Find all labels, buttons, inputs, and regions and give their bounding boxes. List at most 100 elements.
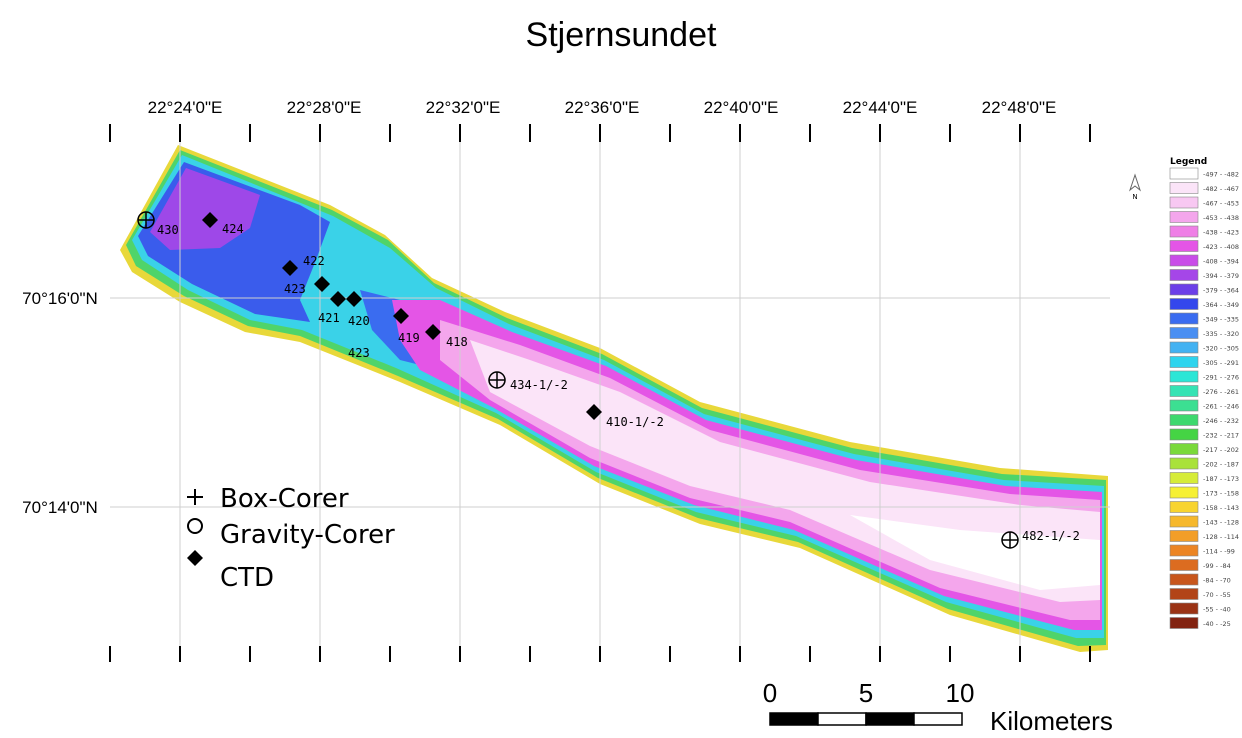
station-label: 410-1/-2 bbox=[606, 415, 664, 429]
legend-swatch bbox=[1170, 531, 1198, 542]
legend-label: -114 - -99 bbox=[1203, 548, 1235, 556]
legend-swatch bbox=[1170, 299, 1198, 310]
station-label: 419 bbox=[398, 331, 420, 345]
legend-label: -158 - -143 bbox=[1203, 504, 1239, 512]
symbol-legend: Box-CorerGravity-CorerCTD bbox=[187, 484, 395, 593]
legend-swatch bbox=[1170, 458, 1198, 469]
legend-label: -99 - -84 bbox=[1203, 562, 1231, 570]
legend-label: -335 - -320 bbox=[1203, 330, 1239, 338]
legend-label: -394 - -379 bbox=[1203, 272, 1239, 280]
legend-title: Legend bbox=[1170, 157, 1207, 167]
scale-segment bbox=[770, 713, 818, 725]
legend-swatch bbox=[1170, 226, 1198, 237]
scale-label: 10 bbox=[946, 678, 975, 708]
legend-swatch bbox=[1170, 400, 1198, 411]
station-label: 418 bbox=[446, 335, 468, 349]
legend-swatch bbox=[1170, 487, 1198, 498]
legend-label: -55 - -40 bbox=[1203, 606, 1231, 614]
longitude-labels: 22°24'0"E 22°28'0"E 22°32'0"E 22°36'0"E 22°4… bbox=[148, 98, 1057, 117]
station-label: 423 bbox=[284, 282, 306, 296]
station-label: 482-1/-2 bbox=[1022, 529, 1080, 543]
scale-bar: 0 5 10 Kilometers bbox=[763, 678, 1113, 736]
longitude-label: 22°48'0"E bbox=[982, 98, 1057, 117]
scale-unit: Kilometers bbox=[990, 706, 1113, 736]
symbol-legend-label: Gravity-Corer bbox=[220, 520, 395, 550]
latitude-label: 70°16'0"N bbox=[22, 289, 98, 308]
legend-swatch bbox=[1170, 415, 1198, 426]
station-label: 434-1/-2 bbox=[510, 378, 568, 392]
legend-swatch bbox=[1170, 183, 1198, 194]
scale-segment bbox=[866, 713, 914, 725]
legend-swatch bbox=[1170, 502, 1198, 513]
legend-swatch bbox=[1170, 589, 1198, 600]
legend-label: -482 - -467 bbox=[1203, 185, 1239, 193]
legend-label: -349 - -335 bbox=[1203, 316, 1239, 324]
legend-label: -497 - -482 bbox=[1203, 171, 1239, 179]
legend-label: -232 - -217 bbox=[1203, 432, 1239, 440]
legend-label: -438 - -423 bbox=[1203, 229, 1239, 237]
legend-label: -202 - -187 bbox=[1203, 461, 1239, 469]
legend-swatch bbox=[1170, 197, 1198, 208]
legend-label: -70 - -55 bbox=[1203, 591, 1231, 599]
symbol-legend-label: Box-Corer bbox=[220, 484, 349, 514]
legend-label: -276 - -261 bbox=[1203, 388, 1239, 396]
longitude-label: 22°40'0"E bbox=[704, 98, 779, 117]
longitude-label: 22°44'0"E bbox=[843, 98, 918, 117]
legend-label: -173 - -158 bbox=[1203, 490, 1239, 498]
latitude-labels: 70°16'0"N 70°14'0"N bbox=[22, 289, 98, 517]
station-label: 421 bbox=[318, 311, 340, 325]
legend-label: -143 - -128 bbox=[1203, 519, 1239, 527]
latitude-label: 70°14'0"N bbox=[22, 498, 98, 517]
gravity-corer-symbol bbox=[188, 519, 202, 533]
legend-swatch bbox=[1170, 342, 1198, 353]
legend-label: -291 - -276 bbox=[1203, 374, 1239, 382]
legend-swatch bbox=[1170, 574, 1198, 585]
station-label: 430 bbox=[157, 223, 179, 237]
legend-swatch bbox=[1170, 255, 1198, 266]
legend-swatch bbox=[1170, 386, 1198, 397]
legend-swatch bbox=[1170, 328, 1198, 339]
scale-segment bbox=[818, 713, 866, 725]
legend-label: -423 - -408 bbox=[1203, 243, 1239, 251]
legend-label: -408 - -394 bbox=[1203, 258, 1239, 266]
box-corer-symbol bbox=[187, 489, 203, 505]
page: Stjernsundet 22°24'0"E 22°28'0"E 22°32'0"E… bbox=[0, 0, 1242, 738]
legend-label: -379 - -364 bbox=[1203, 287, 1239, 295]
legend-swatch bbox=[1170, 618, 1198, 629]
depth-legend: Legend N -497 - -482-482 - -467-467 - -4… bbox=[1130, 157, 1239, 629]
scale-label: 0 bbox=[763, 678, 777, 708]
legend-swatch bbox=[1170, 357, 1198, 368]
map-title: Stjernsundet bbox=[526, 16, 717, 54]
longitude-label: 22°36'0"E bbox=[565, 98, 640, 117]
legend-label: -84 - -70 bbox=[1203, 577, 1231, 585]
legend-label: -364 - -349 bbox=[1203, 301, 1239, 309]
longitude-label: 22°32'0"E bbox=[426, 98, 501, 117]
scale-label: 5 bbox=[859, 678, 873, 708]
legend-label: -128 - -114 bbox=[1203, 533, 1239, 541]
legend-label: -187 - -173 bbox=[1203, 475, 1239, 483]
legend-label: -217 - -202 bbox=[1203, 446, 1239, 454]
legend-label: -246 - -232 bbox=[1203, 417, 1239, 425]
legend-label: -453 - -438 bbox=[1203, 214, 1239, 222]
legend-label: -40 - -25 bbox=[1203, 620, 1231, 628]
legend-swatch bbox=[1170, 516, 1198, 527]
legend-label: -320 - -305 bbox=[1203, 345, 1239, 353]
legend-label: -467 - -453 bbox=[1203, 200, 1239, 208]
legend-label: -305 - -291 bbox=[1203, 359, 1239, 367]
legend-swatch bbox=[1170, 212, 1198, 223]
longitude-label: 22°24'0"E bbox=[148, 98, 223, 117]
longitude-label: 22°28'0"E bbox=[287, 98, 362, 117]
station-label: 423 bbox=[348, 346, 370, 360]
station-label: 422 bbox=[303, 254, 325, 268]
legend-swatch bbox=[1170, 241, 1198, 252]
station-label: 424 bbox=[222, 222, 244, 236]
legend-swatch bbox=[1170, 545, 1198, 556]
station-label: 420 bbox=[348, 314, 370, 328]
legend-swatch bbox=[1170, 270, 1198, 281]
legend-swatch bbox=[1170, 168, 1198, 179]
map-figure: Stjernsundet 22°24'0"E 22°28'0"E 22°32'0"E… bbox=[0, 0, 1242, 738]
legend-swatch bbox=[1170, 313, 1198, 324]
north-arrow bbox=[1130, 175, 1140, 190]
legend-swatch bbox=[1170, 560, 1198, 571]
legend-swatch bbox=[1170, 284, 1198, 295]
